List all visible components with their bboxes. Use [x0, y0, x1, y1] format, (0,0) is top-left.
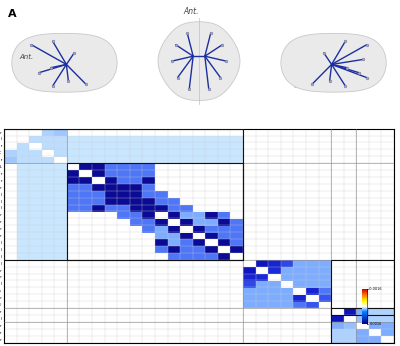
Bar [331, 308, 394, 343]
Polygon shape [68, 76, 100, 91]
Polygon shape [294, 76, 329, 88]
Text: Ant.: Ant. [184, 8, 199, 17]
Bar [4, 129, 243, 260]
Polygon shape [12, 34, 117, 92]
Bar [331, 260, 394, 315]
Text: Ant.: Ant. [20, 54, 34, 60]
Polygon shape [281, 34, 386, 92]
Polygon shape [158, 22, 240, 100]
Bar [67, 163, 243, 260]
Text: A: A [8, 9, 16, 19]
